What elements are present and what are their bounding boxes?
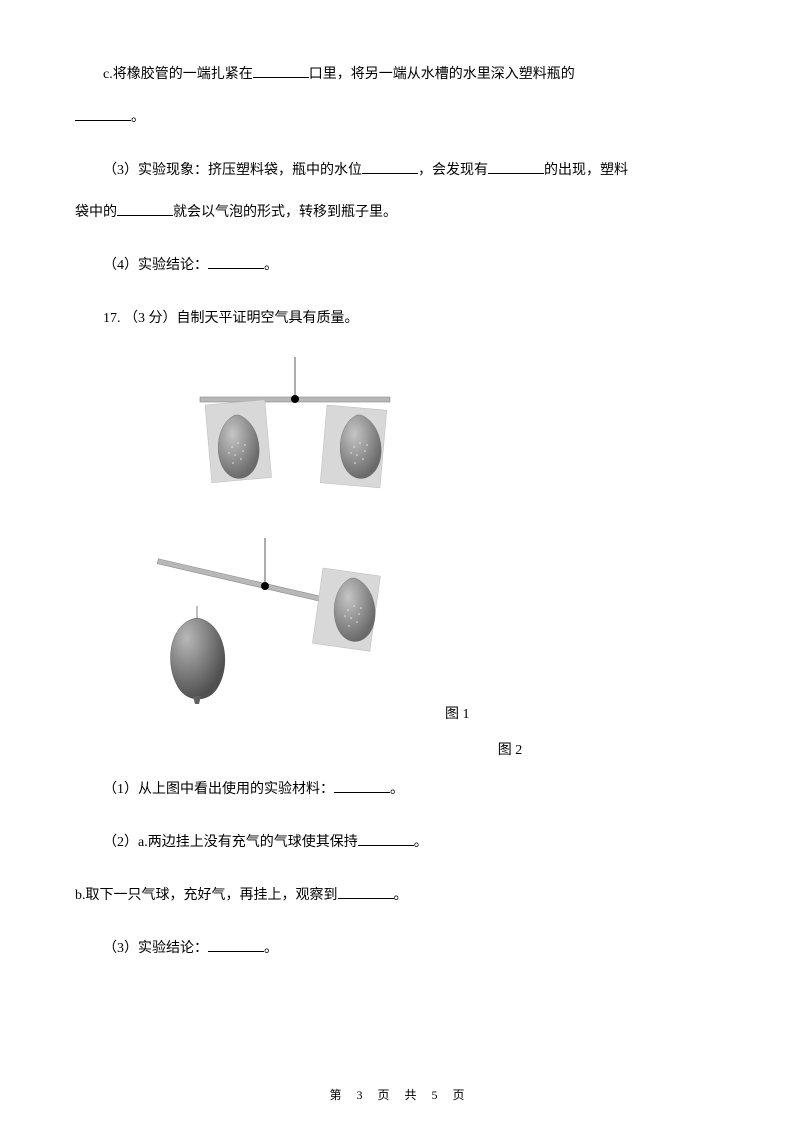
blank-7 [334,779,390,793]
blank-10 [208,938,264,952]
text-q17: 17. （3 分）自制天平证明空气具有质量。 [103,311,359,326]
line-3: （3）实验现象：挤压塑料袋，瓶中的水位 ，会发现有 的出现，塑料 [75,156,725,187]
text-3-mid1: ，会发现有 [418,163,488,178]
punc-5: 。 [394,888,408,903]
blank-4 [488,160,544,174]
line-3b: 袋中的 就会以气泡的形式，转移到瓶子里。 [75,198,725,229]
question-17: 17. （3 分）自制天平证明空气具有质量。 [75,304,725,335]
blank-6 [208,255,264,269]
blank-2 [75,107,131,121]
text-q2b: b.取下一只气球，充好气，再挂上，观察到 [75,888,338,903]
line-c-cont: 。 [75,103,725,134]
sub-q3: （3）实验结论： 。 [75,934,725,965]
text-3-mid2: 的出现，塑料 [544,163,628,178]
figure-2-svg [125,538,415,718]
blank-3 [362,160,418,174]
text-c-pre: c.将橡胶管的一端扎紧在 [103,67,253,82]
punc-6: 。 [264,941,278,956]
sub-q2b: b.取下一只气球，充好气，再挂上，观察到 。 [75,881,725,912]
punc-4: 。 [414,835,428,850]
punc-3: 。 [390,782,404,797]
punc-1: 。 [131,110,145,125]
punc-2: 。 [264,258,278,273]
figure-1-label: 图 1 [445,700,470,731]
figure-2-label: 图 2 [295,736,725,767]
text-q3: （3）实验结论： [103,941,208,956]
blank-8 [358,832,414,846]
figure-1-row [165,357,725,530]
text-3b-pre: 袋中的 [75,205,117,220]
line-c: c.将橡胶管的一端扎紧在 口里，将另一端从水槽的水里深入塑料瓶的 [75,60,725,91]
figure-2-row: 图 1 图 2 [125,538,725,768]
text-3-pre: （3）实验现象：挤压塑料袋，瓶中的水位 [103,163,362,178]
text-3b-post: 就会以气泡的形式，转移到瓶子里。 [173,205,397,220]
sub-q2a: （2）a.两边挂上没有充气的气球使其保持 。 [75,828,725,859]
figure-block: 图 1 图 2 [75,357,725,767]
line-4: （4）实验结论： 。 [75,251,725,282]
page-footer: 第 3 页 共 5 页 [0,1082,800,1108]
text-q1: （1）从上图中看出使用的实验材料： [103,782,334,797]
text-c-mid: 口里，将另一端从水槽的水里深入塑料瓶的 [309,67,575,82]
text-q2a: （2）a.两边挂上没有充气的气球使其保持 [103,835,358,850]
figure-1-svg [165,357,425,517]
footer-text: 第 3 页 共 5 页 [329,1088,470,1102]
blank-9 [338,885,394,899]
sub-q1: （1）从上图中看出使用的实验材料： 。 [75,775,725,806]
text-4: （4）实验结论： [103,258,208,273]
blank-1 [253,64,309,78]
blank-5 [117,202,173,216]
